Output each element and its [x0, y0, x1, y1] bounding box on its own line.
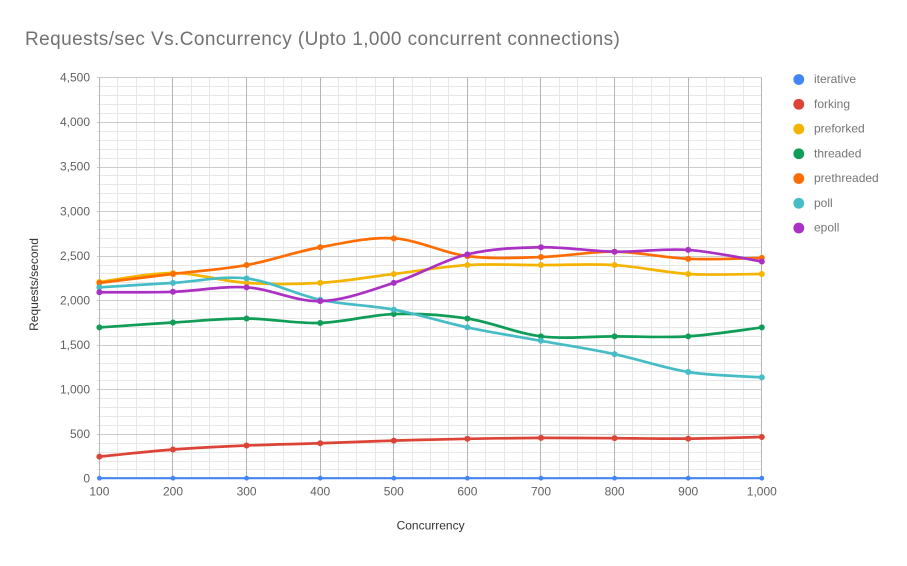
- svg-text:3,000: 3,000: [60, 204, 90, 218]
- svg-text:Requests/sec Vs.Concurrency (U: Requests/sec Vs.Concurrency (Upto 1,000 …: [25, 29, 620, 50]
- svg-text:Concurrency: Concurrency: [397, 519, 465, 533]
- svg-text:900: 900: [678, 485, 698, 499]
- svg-text:4,000: 4,000: [60, 115, 90, 129]
- svg-text:1,000: 1,000: [60, 382, 90, 396]
- svg-text:epoll: epoll: [814, 221, 839, 235]
- svg-text:Requests/second: Requests/second: [27, 238, 41, 331]
- svg-text:600: 600: [457, 485, 477, 499]
- svg-text:0: 0: [83, 472, 90, 486]
- svg-text:300: 300: [237, 485, 257, 499]
- svg-text:800: 800: [605, 485, 625, 499]
- svg-text:preforked: preforked: [814, 122, 865, 136]
- svg-text:4,500: 4,500: [60, 71, 90, 85]
- svg-text:100: 100: [89, 485, 109, 499]
- svg-text:3,500: 3,500: [60, 160, 90, 174]
- svg-text:500: 500: [70, 427, 90, 441]
- svg-text:500: 500: [384, 485, 404, 499]
- svg-text:1,000: 1,000: [747, 485, 777, 499]
- svg-text:iterative: iterative: [814, 72, 856, 86]
- svg-text:2,000: 2,000: [60, 293, 90, 307]
- svg-text:700: 700: [531, 485, 551, 499]
- svg-text:200: 200: [163, 485, 183, 499]
- svg-text:prethreaded: prethreaded: [814, 171, 879, 185]
- svg-text:400: 400: [310, 485, 330, 499]
- svg-text:forking: forking: [814, 97, 850, 111]
- svg-text:poll: poll: [814, 196, 833, 210]
- svg-text:2,500: 2,500: [60, 249, 90, 263]
- svg-text:1,500: 1,500: [60, 338, 90, 352]
- svg-text:threaded: threaded: [814, 146, 861, 160]
